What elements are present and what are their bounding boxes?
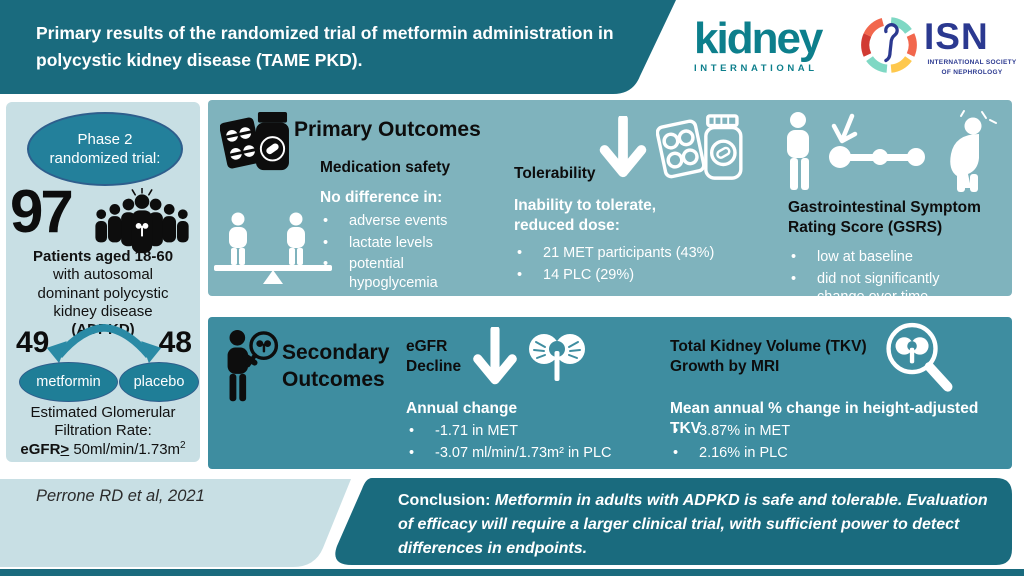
list-item: • -3.07 ml/min/1.73m² in PLC — [409, 444, 612, 461]
conclusion-label: Conclusion: — [398, 492, 495, 509]
arm-metformin-badge: metformin — [19, 362, 118, 402]
egfr-criteria: Estimated Glomerular Filtration Rate: eG… — [6, 404, 200, 459]
egfr-bullets: • -1.71 in MET • -3.07 ml/min/1.73m² in PL… — [406, 422, 656, 465]
tkv-subheading: Mean annual % change in height-adjusted … — [670, 400, 979, 437]
list-item: • -1.71 in MET — [409, 423, 518, 439]
isn-emblem-icon — [861, 17, 917, 73]
list-item: • 2.16% in PLC — [673, 444, 788, 461]
magnifier-kidneys-icon — [886, 322, 953, 392]
population-lines: with autosomal dominant polycystic kidne… — [37, 266, 169, 320]
arm-placebo-badge: placebo — [119, 362, 199, 402]
pill-bottle-icon — [220, 111, 289, 171]
isn-logo-subtitle: INTERNATIONAL SOCIETY OF NEPHROLOGY — [927, 59, 1017, 76]
list-item: • potential hypoglycemia — [323, 256, 438, 291]
gsrs-bullets: • low at baseline • did not significantly … — [788, 248, 998, 310]
phase-badge: Phase 2 randomized trial: — [27, 112, 183, 186]
primary-outcomes-title: Primary Outcomes — [294, 118, 481, 141]
down-arrow-icon — [473, 327, 517, 385]
tolerability-subheading: Inability to tolerate, reduced dose: — [514, 197, 657, 234]
randomization-arrows-icon — [46, 323, 162, 364]
egfr-decline-heading: eGFR Decline — [406, 338, 462, 375]
bottom-strip — [0, 569, 1024, 576]
list-item: • did not significantly change over time — [791, 270, 940, 306]
population-text: Patients aged 18-60 with autosomal domin… — [6, 248, 200, 339]
person-magnifier-icon — [227, 329, 279, 402]
medication-safety-heading: Medication safety — [320, 159, 451, 176]
medication-safety-bullets: • adverse events • lactate levels • potenti… — [320, 212, 505, 295]
arm-count-metformin: 49 — [16, 326, 50, 359]
isn-logo-abbr: ISN — [924, 16, 989, 57]
list-item: • 14 PLC (29%) — [517, 266, 635, 283]
egfr-annual-change-subheading: Annual change — [406, 400, 518, 417]
gsrs-symptom-scale-icon — [787, 110, 997, 192]
kidney-logo-subtitle: INTERNATIONAL — [694, 63, 818, 75]
tkv-heading: Total Kidney Volume (TKV) Growth by MRI — [670, 338, 867, 375]
study-design-panel: Phase 2 randomized trial: 97 Patients ag… — [6, 102, 200, 462]
primary-outcomes-panel: Primary Outcomes Medication safety No di… — [208, 100, 1012, 305]
population-bold-line: Patients aged 18-60 — [32, 248, 174, 265]
down-arrow-icon — [599, 116, 647, 178]
page-title: Primary results of the randomized trial … — [36, 23, 614, 70]
kidney-logo-wordmark: kidney — [694, 14, 823, 63]
list-item: • 3.87% in MET — [673, 423, 791, 439]
balance-scale-icon — [214, 212, 332, 284]
medication-safety-subheading: No difference in: — [320, 189, 443, 206]
kidneys-icon — [529, 334, 585, 381]
arm-count-placebo: 48 — [158, 326, 192, 359]
secondary-outcomes-panel: Secondary Outcomes eGFR Decline Annual c… — [208, 317, 1012, 469]
secondary-outcomes-title: Secondary Outcomes — [282, 341, 390, 392]
egfr-heading: Estimated Glomerular Filtration Rate: — [30, 404, 176, 440]
tkv-bullets: • 3.87% in MET • 2.16% in PLC — [670, 422, 890, 465]
conclusion-body: Metformin in adults with ADPKD is safe a… — [398, 492, 988, 557]
list-item: • adverse events — [323, 213, 448, 229]
tolerability-bullets: • 21 MET participants (43%) • 14 PLC (29%) — [514, 244, 754, 287]
enrollment-count: 97 — [10, 178, 74, 245]
kidney-international-logo: kidney INTERNATIONAL — [694, 14, 823, 75]
gsrs-heading: Gastrointestinal Symptom Rating Score (G… — [788, 199, 981, 236]
tolerability-heading: Tolerability — [514, 165, 596, 182]
header-banner — [0, 0, 676, 94]
citation-band — [0, 479, 351, 567]
list-item: • 21 MET participants (43%) — [517, 245, 715, 261]
crowd-icon — [95, 188, 189, 254]
conclusion-text: Conclusion: Metformin in adults with ADP… — [398, 489, 1004, 561]
citation: Perrone RD et al, 2021 — [36, 487, 205, 505]
pill-bottle-outline-icon — [656, 114, 743, 180]
egfr-threshold: eGFR> 50ml/min/1.73m2 — [20, 439, 186, 458]
list-item: • lactate levels — [323, 234, 433, 251]
list-item: • low at baseline — [791, 249, 913, 265]
conclusion-panel — [335, 478, 1013, 565]
